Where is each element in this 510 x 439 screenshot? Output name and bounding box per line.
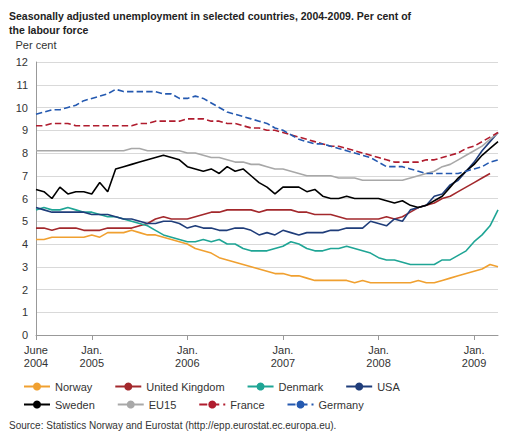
svg-text:2005: 2005 <box>80 357 104 369</box>
svg-text:Denmark: Denmark <box>279 381 324 393</box>
svg-text:2006: 2006 <box>175 357 199 369</box>
svg-text:Source: Statistics Norway and: Source: Statistics Norway and Eurostat (… <box>9 420 336 431</box>
svg-text:3: 3 <box>22 261 28 273</box>
svg-text:2004: 2004 <box>24 357 48 369</box>
svg-text:Jan.: Jan. <box>464 344 485 356</box>
svg-text:Jan.: Jan. <box>273 344 294 356</box>
svg-text:Jan.: Jan. <box>177 344 198 356</box>
svg-text:Per cent: Per cent <box>16 39 57 51</box>
svg-text:Norway: Norway <box>55 381 93 393</box>
svg-text:the labour force: the labour force <box>9 24 89 36</box>
svg-text:Germany: Germany <box>319 399 365 411</box>
svg-text:June: June <box>24 344 48 356</box>
svg-text:EU15: EU15 <box>149 399 177 411</box>
svg-text:5: 5 <box>22 215 28 227</box>
svg-text:USA: USA <box>377 381 400 393</box>
svg-text:2: 2 <box>22 284 28 296</box>
svg-text:2009: 2009 <box>462 357 486 369</box>
svg-text:Seasonally adjusted unemployme: Seasonally adjusted unemployment in sele… <box>9 10 412 22</box>
svg-text:11: 11 <box>17 79 28 91</box>
svg-text:France: France <box>230 399 264 411</box>
svg-text:9: 9 <box>22 124 28 136</box>
svg-text:8: 8 <box>22 147 28 159</box>
svg-text:Jan.: Jan. <box>368 344 389 356</box>
svg-text:7: 7 <box>22 170 28 182</box>
svg-text:4: 4 <box>22 238 28 250</box>
svg-text:12: 12 <box>16 56 28 68</box>
svg-text:2008: 2008 <box>366 357 390 369</box>
svg-text:2007: 2007 <box>271 357 295 369</box>
svg-text:0: 0 <box>22 329 28 341</box>
svg-text:10: 10 <box>16 102 28 114</box>
svg-text:Sweden: Sweden <box>55 399 95 411</box>
svg-text:1: 1 <box>22 306 28 318</box>
svg-text:Jan.: Jan. <box>81 344 102 356</box>
svg-text:United Kingdom: United Kingdom <box>146 381 224 393</box>
svg-text:6: 6 <box>22 193 28 205</box>
